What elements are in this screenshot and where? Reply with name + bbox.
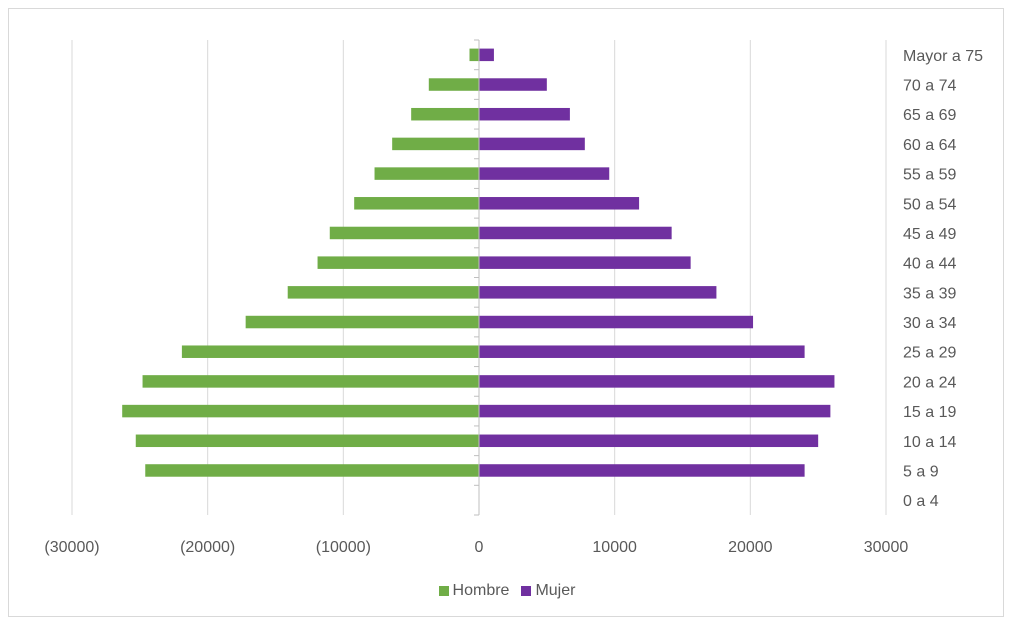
category-label: 65 a 69 [903,107,956,124]
x-tick-label: (20000) [180,539,235,556]
category-label: 35 a 39 [903,285,956,302]
bar-mujer [479,137,585,151]
bar-hombre [317,256,479,269]
x-tick-label: 20000 [728,539,773,556]
category-label: 25 a 29 [903,345,956,362]
bar-mujer [479,48,494,62]
bar-mujer [479,315,754,329]
bar-hombre [287,286,479,299]
x-tick-label: (30000) [44,539,99,556]
category-label: 30 a 34 [903,315,956,332]
bar-mujer [479,256,691,269]
category-label: 45 a 49 [903,226,956,243]
category-label: 40 a 44 [903,256,956,273]
category-label: 10 a 14 [903,434,956,451]
bar-mujer [479,434,819,448]
bar-mujer [479,345,805,358]
x-tick-label: 30000 [864,539,909,556]
legend: Hombre Mujer [0,582,1014,601]
bar-hombre [354,197,479,210]
legend-swatch [521,586,532,596]
bar-mujer [479,197,640,210]
bar-mujer [479,286,717,299]
bar-hombre [181,345,479,358]
category-label: 55 a 59 [903,167,956,184]
bar-hombre [392,137,479,151]
bar-hombre [135,434,479,448]
bar-hombre [469,48,479,62]
bar-hombre [411,107,479,121]
bar-mujer [479,107,570,121]
category-label: 5 a 9 [903,463,939,480]
legend-label: Hombre [452,582,510,599]
category-label: 0 a 4 [903,493,939,510]
bar-mujer [479,167,610,180]
legend-label: Mujer [535,582,576,599]
category-label: 20 a 24 [903,374,956,391]
bar-hombre [122,404,480,418]
category-label: 60 a 64 [903,137,956,154]
legend-item-mujer: Mujer [521,582,575,600]
x-tick-label: (10000) [316,539,371,556]
bar-hombre [374,167,479,180]
x-tick-label: 0 [475,539,484,556]
legend-swatch [438,586,449,596]
legend-item-hombre: Hombre [438,582,510,600]
x-tick-label: 10000 [592,539,637,556]
bar-mujer [479,78,547,91]
bar-hombre [245,315,479,329]
bar-hombre [329,226,479,240]
bar-hombre [145,464,479,477]
category-label: 15 a 19 [903,404,956,421]
bar-mujer [479,226,672,240]
bar-hombre [142,375,479,388]
bar-hombre [428,78,479,91]
category-label: 50 a 54 [903,196,956,213]
bar-mujer [479,464,805,477]
bar-mujer [479,404,831,418]
bar-mujer [479,375,835,388]
category-label: 70 a 74 [903,78,956,95]
category-label: Mayor a 75 [903,48,983,65]
